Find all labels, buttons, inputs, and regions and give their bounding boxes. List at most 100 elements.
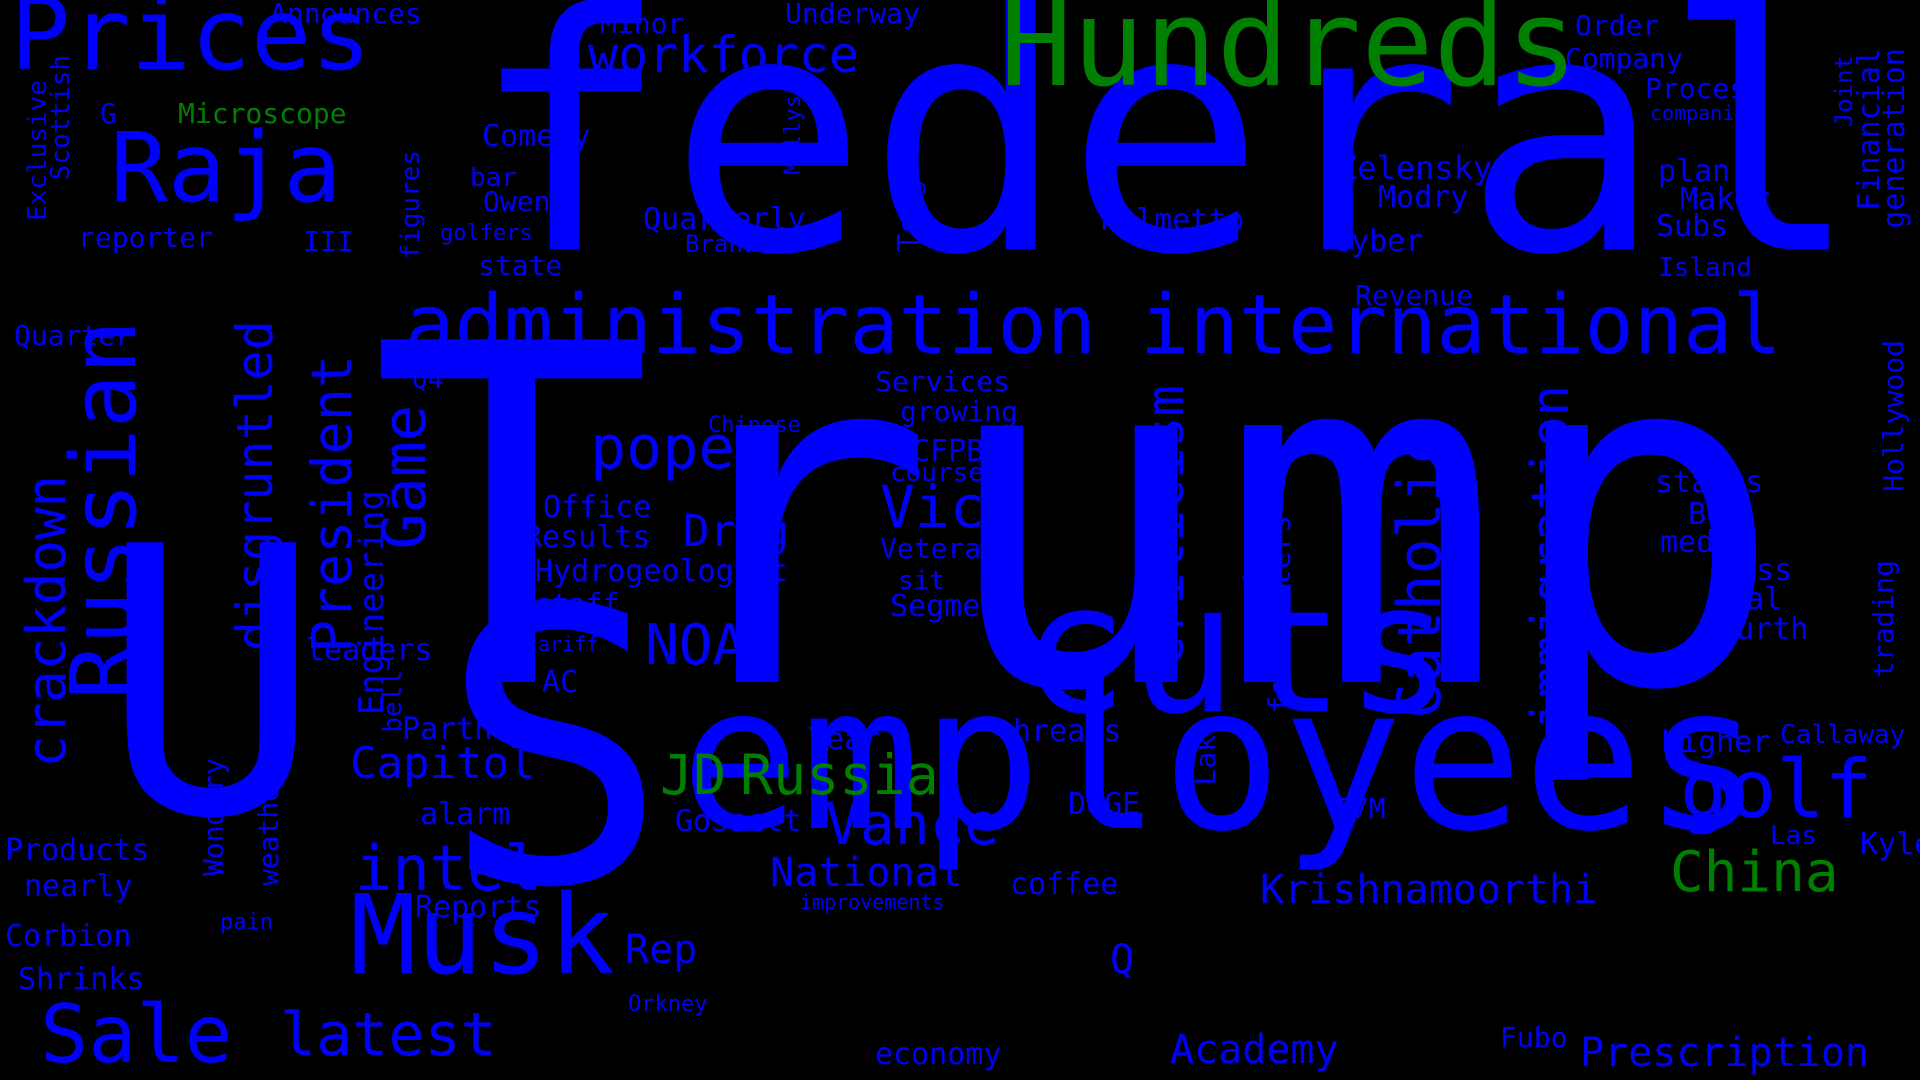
cloud-word: leaders: [306, 633, 433, 668]
cloud-word: Q4: [412, 365, 444, 395]
cloud-word: Products: [5, 833, 150, 868]
cloud-word: cuts: [1020, 545, 1454, 754]
cloud-word: AC: [542, 665, 579, 700]
cloud-word: golfers: [440, 221, 533, 246]
cloud-word: Palmetto: [1100, 203, 1245, 238]
cloud-word: crackdown: [15, 475, 78, 768]
cloud-word: Rep: [625, 927, 698, 973]
cloud-word: Gossett: [675, 804, 802, 839]
cloud-word: coffee: [1010, 867, 1119, 902]
cloud-word: nearly: [24, 869, 133, 904]
cloud-word: Kyle: [1860, 827, 1920, 862]
cloud-word: JD: [660, 743, 727, 807]
cloud-word: Hundreds: [1000, 0, 1578, 114]
cloud-word: Vance: [825, 790, 1000, 858]
cloud-word: course: [890, 458, 984, 488]
cloud-word: Island: [1658, 253, 1752, 283]
cloud-word: Hydrogeologist: [535, 554, 788, 589]
cloud-word: cyber: [1333, 224, 1424, 259]
cloud-word: Chinese: [708, 413, 801, 438]
cloud-word: Zelensky: [1338, 149, 1493, 187]
cloud-word: intel: [355, 832, 542, 905]
cloud-word: Fourth: [1700, 612, 1809, 647]
cloud-word: alarm: [420, 797, 511, 832]
cloud-word: Revenue: [1355, 279, 1474, 312]
cloud-word: China: [1670, 840, 1839, 905]
cloud-word: Wondery: [197, 758, 230, 877]
cloud-word: CFPB: [912, 434, 985, 469]
cloud-word: status: [1655, 465, 1764, 500]
cloud-word: Mollys: [781, 95, 806, 175]
cloud-word: Microscope: [178, 97, 347, 130]
cloud-word: Modry: [1378, 180, 1469, 215]
cloud-word: Minor: [600, 7, 685, 40]
cloud-word: Capitol: [350, 738, 536, 789]
cloud-word: S: [440, 528, 669, 971]
cloud-word: Oval: [1710, 582, 1783, 617]
cloud-word: Brands: [685, 230, 772, 258]
cloud-word: Services: [875, 365, 1010, 398]
cloud-word: sit: [898, 566, 945, 596]
cloud-word: Quarter: [14, 319, 133, 352]
cloud-word: Prices: [10, 0, 372, 93]
cloud-word: generation: [1877, 48, 1912, 229]
cloud-word: trading: [1867, 560, 1900, 679]
cloud-word: figures: [396, 150, 426, 260]
cloud-word: latest: [280, 1000, 497, 1070]
cloud-word: Sale: [40, 988, 233, 1080]
cloud-word: Q: [1110, 937, 1135, 983]
cloud-word: Order: [1575, 9, 1660, 42]
cloud-word: Loss: [1720, 553, 1793, 588]
cloud-word: Vice: [880, 473, 1020, 541]
cloud-word: Higher: [1662, 725, 1771, 760]
cloud-word: Academy: [1170, 1027, 1339, 1073]
cloud-word: weather: [252, 768, 285, 887]
cloud-word: Trump: [370, 246, 1785, 793]
cloud-word: international: [1140, 278, 1782, 373]
cloud-word: Raja: [110, 112, 342, 224]
cloud-word: U: [100, 470, 323, 900]
cloud-word: Las: [1770, 821, 1817, 851]
cloud-word: companies: [1650, 101, 1759, 125]
cloud-word: Office: [543, 490, 652, 525]
cloud-word: Dreambo: [1005, 105, 1040, 232]
cloud-word: economy: [875, 1037, 1002, 1072]
cloud-word: 67M: [1335, 792, 1386, 825]
cloud-word: Corbion: [5, 919, 132, 954]
cloud-word: forecasters: [1263, 515, 1298, 714]
cloud-word: Shrinks: [18, 962, 145, 997]
cloud-word: plan: [1658, 154, 1731, 189]
cloud-word: Results: [524, 520, 651, 555]
cloud-word: Krishnamoorthi: [1260, 867, 1598, 913]
cloud-word: Fubo: [1500, 1021, 1568, 1054]
cloud-word: NOAA: [645, 613, 780, 678]
cloud-word: staff: [535, 587, 620, 620]
cloud-word: G: [100, 97, 117, 130]
cloud-word: National: [770, 850, 963, 896]
cloud-word: improvements: [800, 890, 945, 914]
cloud-word: Subs: [1656, 209, 1729, 244]
cloud-word: workforce: [588, 26, 859, 84]
cloud-word: Segment: [890, 589, 1017, 624]
cloud-word: federal: [470, 0, 1861, 327]
cloud-word: criticism: [1136, 385, 1196, 667]
cloud-word: DOGE: [1068, 787, 1141, 822]
cloud-word: disgruntled: [226, 320, 284, 652]
cloud-word: Bo: [1688, 497, 1725, 532]
cloud-word: Company: [1565, 42, 1684, 75]
cloud-word: Announces: [270, 0, 422, 30]
cloud-word: growing: [900, 395, 1019, 428]
cloud-word: Musk: [350, 871, 615, 999]
cloud-word: popes: [590, 413, 771, 483]
cloud-word: Underway: [785, 0, 920, 30]
cloud-word: administration: [405, 278, 1097, 373]
cloud-word: immigration: [1521, 385, 1581, 730]
cloud-word: III: [303, 225, 354, 258]
cloud-word: Lake: [1189, 718, 1222, 786]
cloud-word: bar: [470, 163, 517, 193]
cloud-word: Prescription: [1580, 1030, 1869, 1076]
cloud-word: Owens: [483, 185, 568, 218]
cloud-word: Year: [808, 722, 881, 757]
cloud-word: golf: [1680, 743, 1873, 836]
